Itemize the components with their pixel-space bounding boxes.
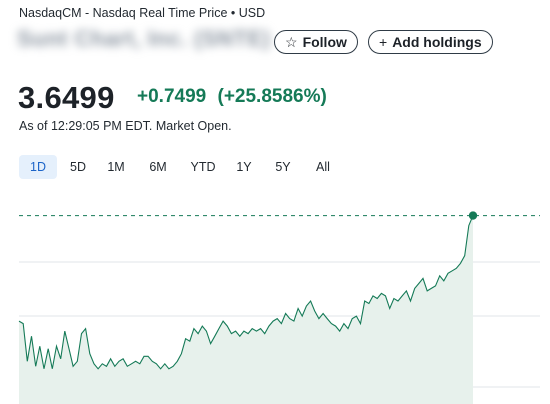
time-range-tabs: 1D 5D 1M 6M YTD 1Y 5Y All	[19, 155, 338, 179]
tab-5y[interactable]: 5Y	[275, 160, 291, 174]
price-line	[18, 215, 474, 370]
plus-icon: +	[379, 34, 388, 50]
tab-5d[interactable]: 5D	[70, 160, 86, 174]
last-price-dot	[468, 211, 478, 220]
tab-1m[interactable]: 1M	[107, 160, 125, 174]
follow-label: Follow	[302, 34, 347, 50]
tab-ytd[interactable]: YTD	[190, 160, 216, 174]
follow-button[interactable]: ☆ Follow	[274, 30, 358, 54]
add-holdings-label: Add holdings	[392, 34, 482, 50]
add-holdings-button[interactable]: + Add holdings	[368, 30, 493, 54]
tab-1y[interactable]: 1Y	[236, 160, 252, 174]
intraday-price-chart[interactable]	[0, 190, 550, 404]
price-change: +0.7499 (+25.8586%)	[137, 86, 333, 108]
price-area-fill	[19, 215, 473, 404]
price-change-percent: (+25.8586%)	[217, 86, 327, 107]
star-outline-icon: ☆	[285, 34, 298, 50]
tab-1d[interactable]: 1D	[19, 155, 57, 179]
tab-6m[interactable]: 6M	[149, 160, 167, 174]
tab-all[interactable]: All	[316, 160, 330, 174]
company-name: Sunt Chart, Inc. (SNTE)	[17, 26, 271, 51]
current-price: 3.6499	[18, 80, 115, 115]
as-of-timestamp: As of 12:29:05 PM EDT. Market Open.	[19, 119, 232, 133]
exchange-source-text: NasdaqCM - Nasdaq Real Time Price • USD	[19, 6, 266, 20]
price-change-value: +0.7499	[137, 86, 207, 107]
